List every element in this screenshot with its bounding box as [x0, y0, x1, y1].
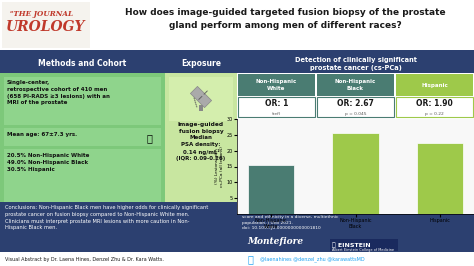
Bar: [396, 97, 473, 117]
Bar: [165, 73, 237, 214]
Bar: [4, 77, 161, 125]
Bar: [330, 239, 398, 251]
Text: Hispanic: Hispanic: [421, 82, 448, 88]
Text: Albert Einstein College of Medicine: Albert Einstein College of Medicine: [332, 248, 394, 252]
Bar: [0, 50, 474, 55]
Bar: [238, 97, 315, 117]
Bar: [238, 74, 315, 96]
Bar: [317, 74, 394, 96]
Bar: [2, 2, 90, 48]
Y-axis label: (%) Lesions with
cs-PCa (all lesions): (%) Lesions with cs-PCa (all lesions): [215, 146, 224, 187]
Bar: [4, 149, 161, 206]
Bar: [0, 252, 474, 266]
Text: Visual Abstract by Dr. Laena Hines, Denzel Zhu & Dr. Kara Watts.: Visual Abstract by Dr. Laena Hines, Denz…: [5, 256, 164, 261]
Text: Ⓞ EINSTEIN: Ⓞ EINSTEIN: [332, 242, 371, 248]
Text: Image-guided
fusion biopsy: Image-guided fusion biopsy: [178, 122, 224, 134]
Text: OR: 1: OR: 1: [265, 99, 288, 109]
Text: ᵒTHE JOURNAL: ᵒTHE JOURNAL: [10, 10, 73, 18]
Bar: [396, 97, 473, 117]
Text: Detection of clinically significant
prostate cancer (cs-PCa): Detection of clinically significant pros…: [294, 57, 417, 71]
Bar: [0, 55, 474, 73]
Text: 20.5% Non-Hispanic White
49.0% Non-Hispanic Black
30.5% Hispanic: 20.5% Non-Hispanic White 49.0% Non-Hispa…: [7, 153, 90, 172]
Text: How does image-guided targeted fusion biopsy of the prostate
gland perform among: How does image-guided targeted fusion bi…: [125, 8, 445, 30]
Bar: [4, 128, 161, 146]
Text: OR: 2.67: OR: 2.67: [337, 99, 374, 109]
Text: Non-Hispanic
Black: Non-Hispanic Black: [335, 79, 376, 91]
Bar: [0, 0, 474, 50]
Bar: [0, 202, 474, 252]
Bar: [0, 73, 165, 214]
Text: p = 0.22: p = 0.22: [425, 112, 444, 116]
Bar: [199, 105, 203, 111]
Text: 👥: 👥: [146, 133, 152, 143]
Text: p = 0.045: p = 0.045: [345, 112, 366, 116]
Text: ╱ ─ ─: ╱ ─ ─: [191, 87, 211, 108]
Text: Mean age: 67±7.3 yrs.: Mean age: 67±7.3 yrs.: [7, 132, 77, 137]
Text: Non-Hispanic
White: Non-Hispanic White: [256, 79, 297, 91]
Text: Hines & Zhu et al. A comparison of image-guided
targeted prostate biopsy outcome: Hines & Zhu et al. A comparison of image…: [242, 205, 350, 230]
Text: Montefiore: Montefiore: [247, 237, 303, 246]
Text: 🐦: 🐦: [248, 254, 254, 264]
Text: Exposure: Exposure: [181, 60, 221, 69]
Bar: [238, 97, 315, 117]
Bar: [248, 165, 294, 214]
Bar: [169, 77, 233, 121]
Bar: [332, 133, 379, 214]
Text: UROLOGY: UROLOGY: [6, 20, 85, 34]
Bar: [317, 97, 394, 117]
Bar: [191, 86, 211, 108]
Text: Conclusions: Non-Hispanic Black men have higher odds for clinically significant
: Conclusions: Non-Hispanic Black men have…: [5, 205, 208, 230]
Bar: [317, 97, 394, 117]
Text: Median
PSA density:
0.14 ng/mL²
(IQR: 0.09-0.26): Median PSA density: 0.14 ng/mL² (IQR: 0.…: [176, 135, 226, 161]
Bar: [396, 74, 473, 96]
Bar: [417, 143, 463, 214]
Text: @laenahines @denzel_zhu @karawattsMD: @laenahines @denzel_zhu @karawattsMD: [260, 256, 365, 262]
Text: Methods and Cohort: Methods and Cohort: [38, 60, 127, 69]
Text: (ref): (ref): [272, 112, 281, 116]
Text: OR: 1.90: OR: 1.90: [416, 99, 453, 109]
Text: Single-center,
retrospective cohort of 410 men
(658 PI-RADS ≥3 lesions) with an
: Single-center, retrospective cohort of 4…: [7, 80, 110, 105]
